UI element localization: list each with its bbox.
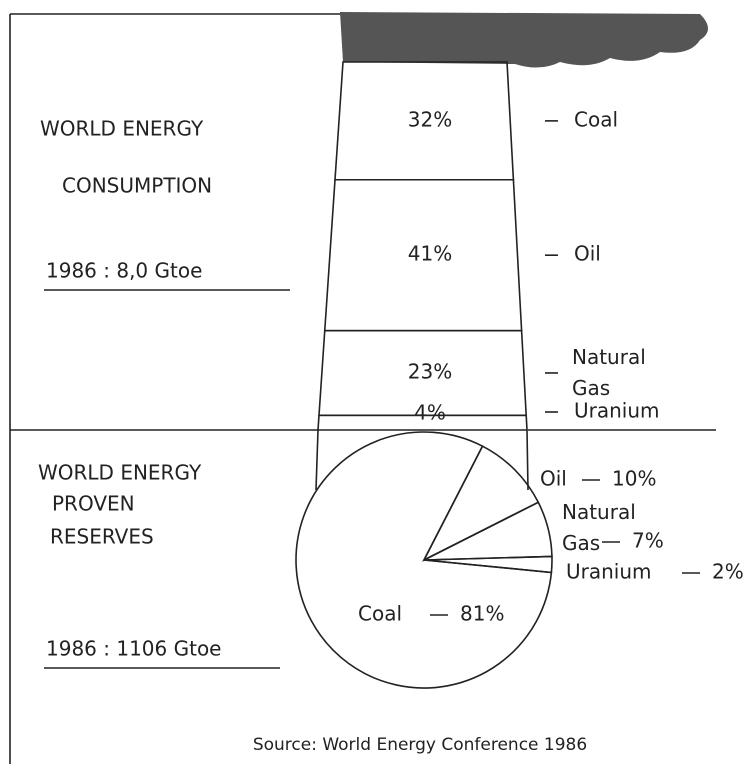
value-label: 23% — [408, 359, 452, 383]
title: WORLD ENERGY — [40, 117, 204, 141]
category-label: Natural Gas — [562, 500, 636, 555]
category-label: Natural Gas — [572, 344, 646, 399]
category-label: Oil — [574, 242, 601, 266]
subtitle: 1986 : 8,0 Gtoe — [46, 259, 202, 283]
chimney-wall — [526, 429, 529, 491]
category-label: Coal — [574, 107, 618, 131]
title: CONSUMPTION — [62, 174, 212, 198]
value-label: 32% — [408, 107, 452, 131]
category-label: Uranium — [566, 560, 652, 584]
value-label: 4% — [414, 401, 446, 425]
pie-slice — [295, 431, 553, 689]
source: Source: World Energy Conference 1986 — [253, 735, 587, 755]
chimney-wall — [315, 429, 319, 491]
value-label: 7% — [632, 529, 664, 553]
title: PROVEN — [52, 492, 135, 516]
category-label: Coal — [358, 602, 402, 626]
value-label: 41% — [408, 242, 452, 266]
title: RESERVES — [50, 525, 154, 549]
smoke — [340, 12, 708, 68]
subtitle: 1986 : 1106 Gtoe — [46, 637, 222, 661]
value-label: 2% — [712, 560, 744, 584]
value-label: 10% — [612, 467, 656, 491]
title: WORLD ENERGY — [38, 461, 202, 485]
pie-slice — [422, 445, 540, 562]
category-label: Uranium — [574, 399, 660, 423]
category-label: Oil — [540, 467, 567, 491]
pie-slice — [423, 501, 553, 561]
value-label: 81% — [460, 602, 504, 626]
